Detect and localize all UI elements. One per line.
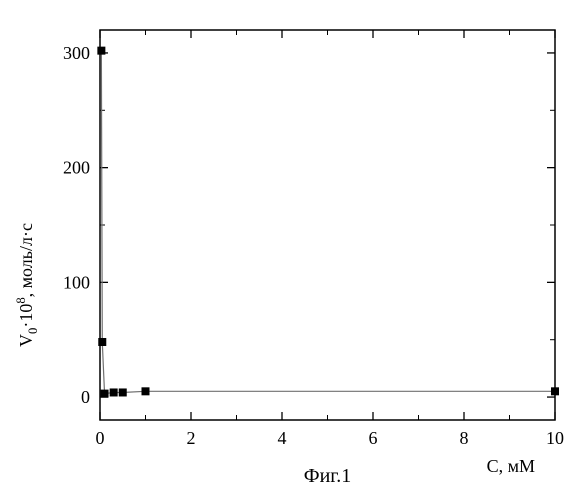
x-tick-label: 10 xyxy=(546,428,564,448)
figure-caption: Фиг.1 xyxy=(304,465,351,487)
data-marker xyxy=(142,387,150,395)
chart-background xyxy=(0,0,580,500)
x-tick-label: 2 xyxy=(187,428,196,448)
data-marker xyxy=(97,47,105,55)
data-marker xyxy=(119,388,127,396)
scatter-chart: 02468100100200300C, мМV0·108, моль/л·сФи… xyxy=(0,0,580,500)
y-tick-label: 0 xyxy=(81,387,90,407)
data-marker xyxy=(551,387,559,395)
x-tick-label: 4 xyxy=(278,428,287,448)
y-tick-label: 100 xyxy=(63,272,90,292)
x-tick-label: 0 xyxy=(96,428,105,448)
y-tick-label: 200 xyxy=(63,158,90,178)
y-tick-label: 300 xyxy=(63,43,90,63)
x-tick-label: 8 xyxy=(460,428,469,448)
data-marker xyxy=(98,338,106,346)
chart-container: 02468100100200300C, мМV0·108, моль/л·сФи… xyxy=(0,0,580,500)
data-marker xyxy=(101,390,109,398)
x-axis-label: C, мМ xyxy=(487,456,535,476)
x-tick-label: 6 xyxy=(369,428,378,448)
data-marker xyxy=(110,388,118,396)
